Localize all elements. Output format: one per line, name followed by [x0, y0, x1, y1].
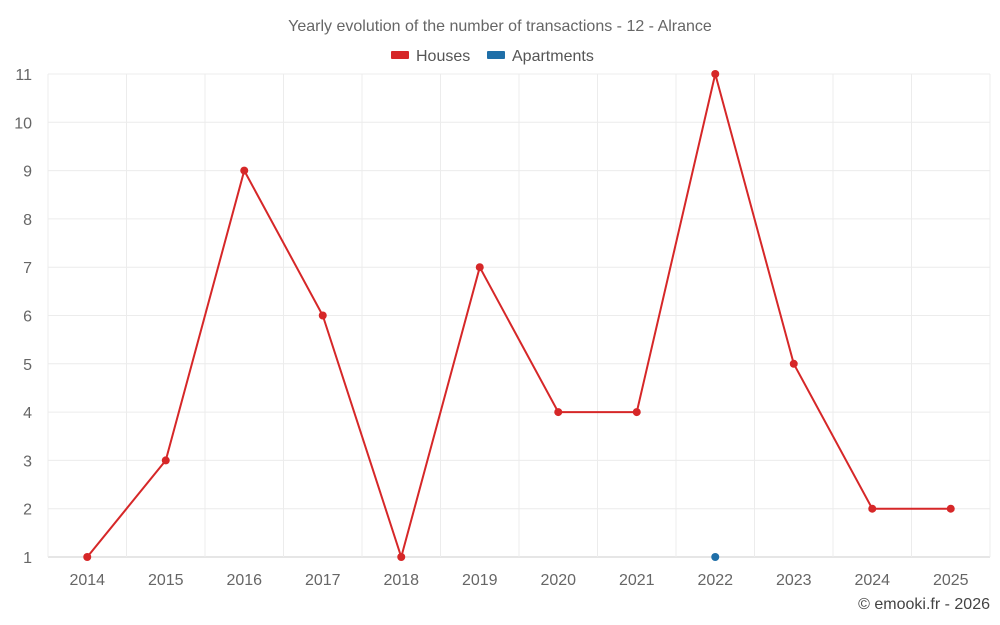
y-tick-label: 4	[23, 405, 32, 422]
data-point-houses[interactable]	[397, 553, 406, 561]
data-point-houses[interactable]	[946, 504, 955, 513]
x-tick-label: 2021	[619, 572, 655, 589]
x-tick-label: 2017	[305, 572, 341, 589]
x-tick-label: 2019	[462, 572, 498, 589]
legend-label-houses[interactable]: Houses	[416, 48, 470, 65]
y-tick-label: 5	[23, 357, 32, 374]
data-point-apartments[interactable]	[711, 553, 720, 561]
y-tick-label: 2	[23, 502, 32, 519]
credit-text: © emooki.fr - 2026	[858, 596, 990, 613]
data-point-houses[interactable]	[632, 408, 641, 417]
data-point-houses[interactable]	[475, 263, 484, 272]
data-point-houses[interactable]	[240, 166, 249, 175]
x-tick-label: 2023	[776, 572, 812, 589]
x-tick-label: 2015	[148, 572, 184, 589]
y-tick-label: 7	[23, 260, 32, 277]
x-tick-label: 2016	[226, 572, 262, 589]
legend-swatch-houses[interactable]	[391, 51, 409, 59]
x-tick-label: 2020	[540, 572, 576, 589]
data-point-houses[interactable]	[789, 359, 798, 368]
legend-label-apartments[interactable]: Apartments	[512, 48, 594, 65]
y-tick-label: 6	[23, 309, 32, 326]
x-axis-ticks: 2014 2015 2016 2017 2018 2019 2020 2021 2022 2023…	[69, 572, 968, 589]
y-tick-label: 11	[15, 67, 32, 84]
y-tick-label: 1	[23, 550, 32, 567]
data-point-houses[interactable]	[83, 553, 92, 561]
data-point-houses[interactable]	[161, 456, 170, 465]
y-tick-label: 8	[23, 212, 32, 229]
y-axis-ticks: 1 2 3 4 5 6 7 8 9 10 11	[14, 67, 32, 567]
x-tick-label: 2024	[854, 572, 890, 589]
x-tick-label: 2018	[383, 572, 419, 589]
y-tick-label: 3	[23, 453, 32, 470]
data-point-houses[interactable]	[711, 70, 720, 78]
chart-title: Yearly evolution of the number of transa…	[288, 18, 712, 35]
series-layer	[83, 70, 955, 561]
data-point-houses[interactable]	[868, 504, 877, 513]
data-point-houses[interactable]	[554, 408, 563, 417]
series-line-houses	[86, 73, 951, 561]
y-tick-label: 9	[23, 164, 32, 181]
legend-swatch-apartments[interactable]	[487, 51, 505, 59]
x-tick-label: 2022	[697, 572, 733, 589]
x-tick-label: 2025	[933, 572, 969, 589]
y-tick-label: 10	[14, 115, 32, 132]
data-point-houses[interactable]	[318, 311, 327, 320]
legend: Houses Apartments	[391, 48, 594, 65]
x-tick-label: 2014	[69, 572, 105, 589]
grid	[47, 73, 991, 558]
